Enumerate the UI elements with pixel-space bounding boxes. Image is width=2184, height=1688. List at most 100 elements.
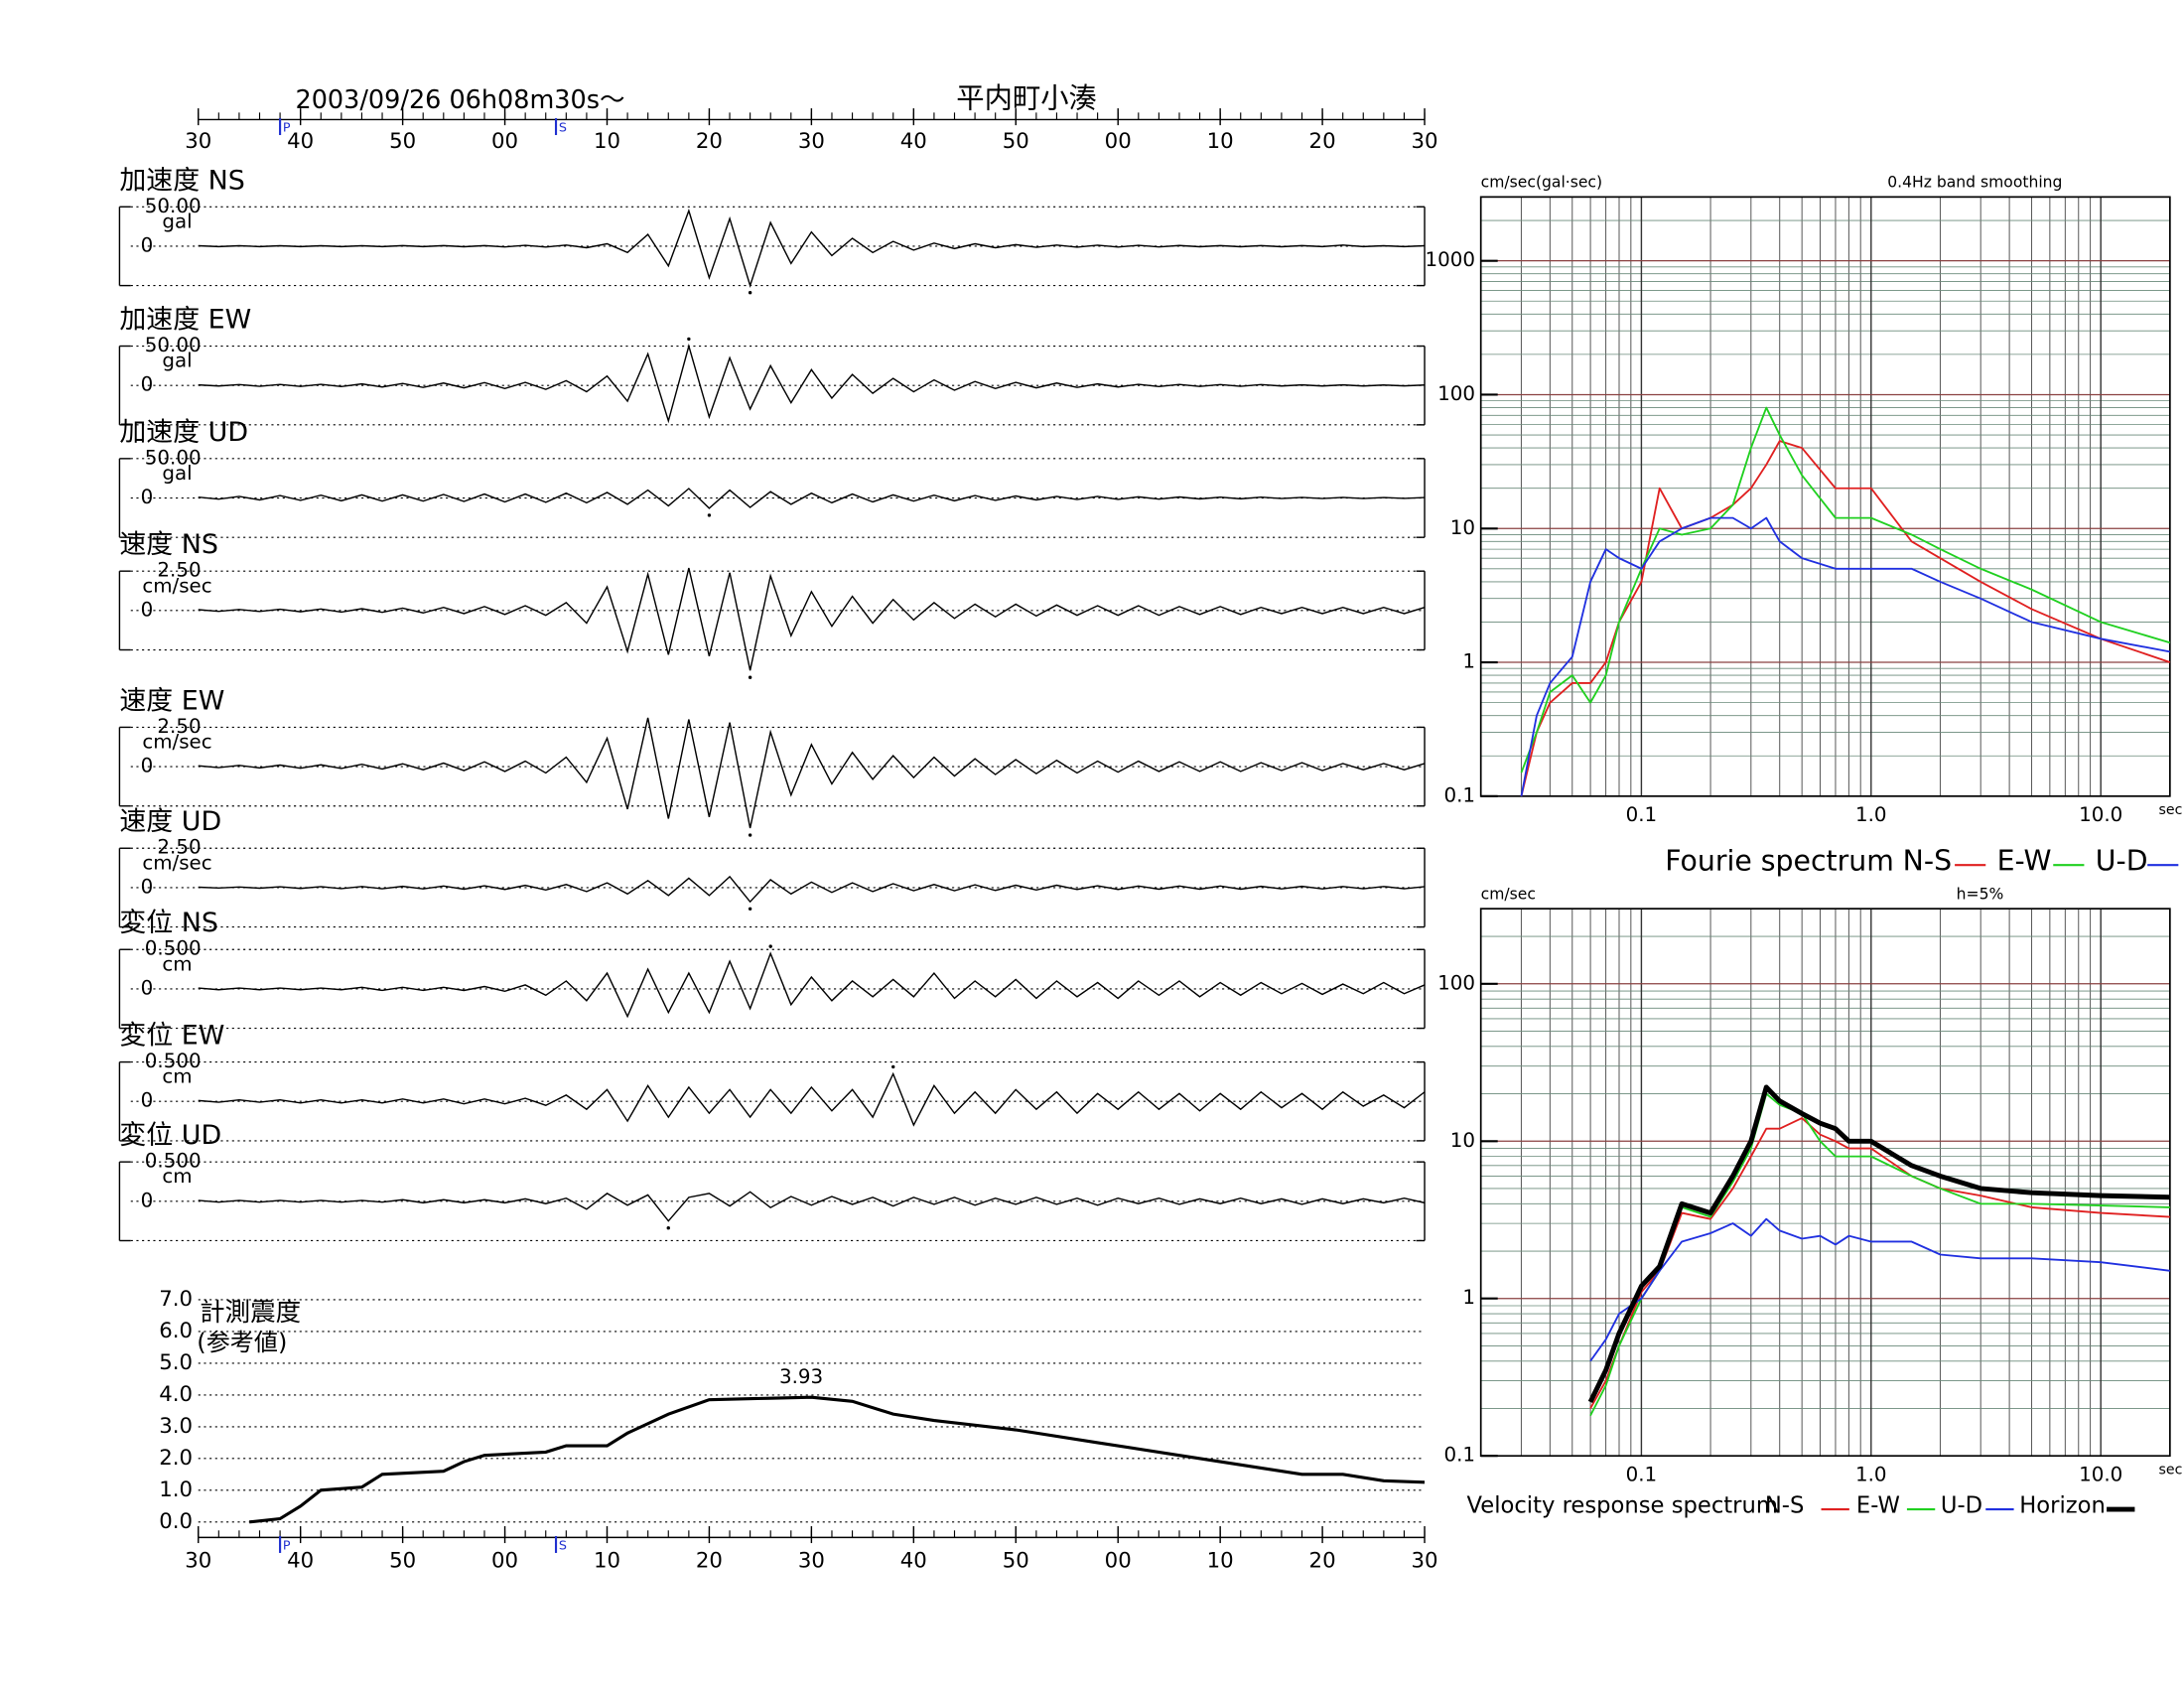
y-tick-label: 2.50 xyxy=(157,836,201,859)
legend-label: N-S xyxy=(1765,1493,1805,1519)
y-tick-label: 0 xyxy=(141,373,154,396)
y-tick-label: 100 xyxy=(1437,971,1475,994)
legend-title: Velocity response spectrum xyxy=(1467,1493,1778,1519)
peak-dot xyxy=(748,907,752,911)
x-tick-label: 0.1 xyxy=(1626,1464,1658,1486)
y-tick-label: 4.0 xyxy=(159,1382,193,1407)
panel-name: 速度 EW xyxy=(119,685,224,716)
waveform xyxy=(198,209,1426,288)
panel-unit: cm/sec xyxy=(142,731,211,754)
y-tick-label: 50.00 xyxy=(145,195,202,217)
annotation: 3.93 xyxy=(779,1365,823,1388)
chart-title: 2003/09/26 06h08m30s〜 xyxy=(295,85,624,115)
x-tick-label: 00 xyxy=(1105,129,1132,154)
legend-label: U-D xyxy=(2096,844,2148,877)
waveform xyxy=(198,488,1426,509)
y-tick-label: 0.500 xyxy=(145,937,202,960)
y-tick-label: 0 xyxy=(141,755,154,777)
panel-unit: gal xyxy=(162,462,192,485)
panel-name: 変位 NS xyxy=(119,908,218,938)
chart-subtitle: 平内町小湊 xyxy=(956,82,1097,115)
panel-name: 加速度 EW xyxy=(119,305,251,336)
y-tick-label: 0.500 xyxy=(145,1150,202,1173)
peak-dot xyxy=(768,944,772,948)
phase-marker-label: P xyxy=(283,1538,291,1553)
panel-name: 変位 EW xyxy=(119,1021,224,1052)
annotation: h=5% xyxy=(1957,885,2004,903)
plot-frame xyxy=(1479,908,2171,1458)
x-tick-label: 00 xyxy=(491,129,518,154)
y-tick-label: 10 xyxy=(1450,1129,1475,1152)
y-tick-label: 2.50 xyxy=(157,715,201,738)
panel-name: 変位 UD xyxy=(119,1120,221,1151)
x-tick-label: 0.1 xyxy=(1626,803,1658,826)
x-tick-label: 30 xyxy=(185,1548,211,1573)
legend-label: E-W xyxy=(1856,1493,1900,1519)
waveform xyxy=(198,875,1426,904)
legend-label: E-W xyxy=(1997,844,2052,877)
y-tick-label: 50.00 xyxy=(145,334,202,356)
peak-dot xyxy=(748,833,752,837)
y-tick-label: 0.0 xyxy=(159,1509,193,1534)
peak-dot xyxy=(748,675,752,679)
waveform xyxy=(198,951,1426,1019)
x-tick-label: 40 xyxy=(900,129,927,154)
y-tick-label: 0 xyxy=(141,1089,154,1112)
x-tick-label: 30 xyxy=(1412,1548,1438,1573)
x-tick-label: 10 xyxy=(1207,129,1234,154)
x-tick-label: 50 xyxy=(389,1548,416,1573)
legend-label: U-D xyxy=(1941,1493,1982,1519)
plot-frame xyxy=(1479,196,2171,797)
series-line xyxy=(1520,406,2171,774)
x-tick-label: 30 xyxy=(1412,129,1438,154)
peak-dot xyxy=(748,290,752,295)
x-tick-label: 40 xyxy=(287,1548,314,1573)
waveform xyxy=(198,1191,1426,1222)
peak-dot xyxy=(666,1226,670,1230)
panel-unit: cm/sec xyxy=(142,574,211,597)
panel-name: 速度 UD xyxy=(119,806,221,837)
x-tick-label: 00 xyxy=(1105,1548,1132,1573)
y-tick-label: 0 xyxy=(141,598,154,621)
x-tick-label: 10.0 xyxy=(2079,1464,2122,1486)
phase-marker-label: P xyxy=(283,120,291,135)
y-tick-label: 0 xyxy=(141,976,154,999)
y-tick-label: 3.0 xyxy=(159,1414,193,1439)
series-line xyxy=(1587,1084,2170,1404)
chart-subtitle: (参考値) xyxy=(197,1329,287,1356)
panel-name: 加速度 UD xyxy=(119,417,248,448)
panel-unit: gal xyxy=(162,210,192,232)
chart-title: 計測震度 xyxy=(200,1298,301,1328)
y-tick-label: 50.00 xyxy=(145,446,202,469)
x-tick-label: 1.0 xyxy=(1855,1464,1887,1486)
y-axis-label: cm/sec xyxy=(1481,885,1536,903)
y-tick-label: 0 xyxy=(141,875,154,898)
x-tick-label: 20 xyxy=(696,1548,723,1573)
waveform xyxy=(198,567,1426,671)
panel-name: 速度 NS xyxy=(119,529,218,560)
y-tick-label: 0.1 xyxy=(1443,1444,1475,1467)
series-line xyxy=(1589,1117,2170,1409)
panel-unit: gal xyxy=(162,350,192,372)
y-tick-label: 2.50 xyxy=(157,559,201,582)
series-line xyxy=(1520,440,2171,797)
waveform xyxy=(198,343,1426,424)
series-line xyxy=(1589,1217,2170,1362)
x-axis-label: sec xyxy=(2159,802,2183,818)
panel-unit: cm xyxy=(162,1065,192,1088)
y-axis-label: cm/sec(gal·sec) xyxy=(1481,174,1602,192)
y-tick-label: 6.0 xyxy=(159,1319,193,1343)
x-tick-label: 20 xyxy=(1309,1548,1336,1573)
y-tick-label: 1 xyxy=(1462,650,1475,673)
phase-marker-label: S xyxy=(559,120,567,135)
panel-unit: cm/sec xyxy=(142,851,211,874)
x-tick-label: 30 xyxy=(798,129,825,154)
x-tick-label: 10 xyxy=(594,1548,620,1573)
y-tick-label: 1.0 xyxy=(159,1477,193,1502)
x-axis-label: sec xyxy=(2159,1462,2183,1477)
y-tick-label: 2.0 xyxy=(159,1446,193,1471)
peak-dot xyxy=(687,337,691,342)
legend-label: Horizon xyxy=(2019,1493,2106,1519)
